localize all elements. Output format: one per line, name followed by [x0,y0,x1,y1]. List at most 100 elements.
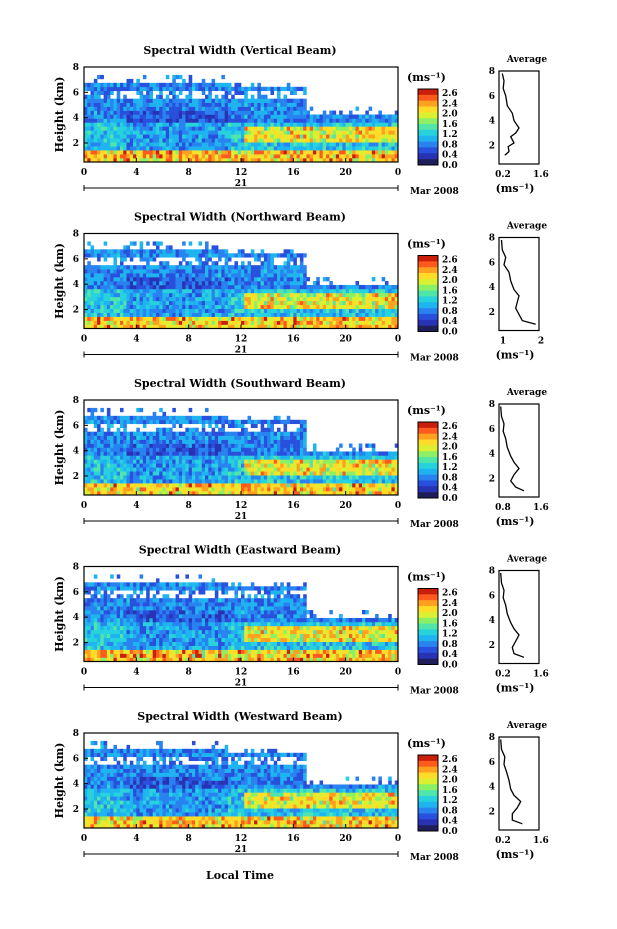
heatmap-cell [299,158,304,163]
heatmap-cell [293,284,297,290]
heatmap-cell [90,419,95,425]
heatmap-cell [191,415,196,421]
heatmap-cell [316,154,320,159]
heatmap-cell [267,138,271,143]
heatmap-cell [371,475,376,480]
heatmap-cell [159,154,163,159]
heatmap-cell [103,483,108,488]
heatmap-cell [280,138,284,143]
heatmap-cell [378,158,382,163]
heatmap-cell [214,146,219,151]
heatmap-cell [355,467,360,472]
heatmap-cell [214,154,219,159]
heatmap-cell [84,427,88,432]
heatmap-cell [165,427,170,432]
heatmap-cell [129,415,134,421]
heatmap-cell [326,308,330,313]
heatmap-cell [103,154,108,159]
heatmap-cell [391,288,396,294]
heatmap-cell [162,261,167,266]
heatmap-cell [312,154,317,159]
heatmap-cell [169,308,173,313]
heatmap-cell [178,126,183,131]
y-tick-label: 2 [73,139,79,149]
heatmap-cell [205,455,209,460]
heatmap-cell [227,277,232,282]
heatmap-cell [342,308,346,313]
heatmap-cell [260,292,265,298]
heatmap-cell [198,130,203,135]
heatmap-cell [182,114,186,119]
heatmap-cell [296,281,301,286]
heatmap-cell [244,134,248,139]
heatmap-cell [139,253,144,258]
heatmap-cell [185,138,189,143]
heatmap-cell [368,479,373,484]
heatmap-cell [106,467,111,472]
heatmap-cell [123,265,127,270]
heatmap-cell [244,304,248,310]
heatmap-cell [214,459,219,464]
heatmap-cell [136,431,140,436]
heatmap-cell [273,443,278,448]
heatmap-cell [175,419,180,425]
heatmap-cell [165,296,170,302]
heatmap-cell [110,106,114,111]
heatmap-cell [234,312,239,317]
heatmap-cell [133,459,137,464]
heatmap-cell [172,126,176,131]
heatmap-cell [110,479,114,484]
heatmap-cell [227,106,232,111]
heatmap-cell [103,463,108,468]
heatmap-cell [247,253,252,258]
heatmap-cell [355,312,360,317]
heatmap-cell [201,134,206,139]
heatmap-cell [296,122,301,127]
heatmap-cell [126,431,131,436]
heatmap-cell [133,98,137,103]
heatmap-cell [371,114,376,119]
heatmap-cell [198,269,203,274]
heatmap-cell [146,114,150,119]
heatmap-cell [142,158,147,163]
heatmap-cell [276,277,281,282]
heatmap-cell [139,245,144,250]
heatmap-cell [113,447,118,452]
heatmap-cell [260,94,265,99]
heatmap-cell [384,467,389,472]
heatmap-cell [309,134,314,139]
heatmap-cell [142,106,147,111]
heatmap-cell [293,114,297,119]
heatmap-cell [378,296,382,302]
heatmap-cell [273,308,278,313]
heatmap-cell [371,122,376,127]
date-month: Mar 2008 [410,354,459,364]
heatmap-cell [218,142,222,147]
heatmap-cell [93,154,98,159]
heatmap-cell [280,154,284,159]
heatmap-cell [106,407,111,413]
heatmap-cell [280,102,284,107]
heatmap-cell [260,158,265,163]
heatmap-cell [155,467,160,472]
heatmap-cell [201,110,206,115]
heatmap-cell [214,265,219,270]
heatmap-cell [257,122,261,127]
heatmap-cell [152,257,157,262]
heatmap-cell [234,483,239,488]
heatmap-cell [205,419,209,425]
heatmap-cell [126,419,131,425]
heatmap-cell [384,491,389,496]
heatmap-cell [273,324,278,329]
heatmap-cell [257,138,261,143]
heatmap-cell [234,439,239,444]
heatmap-cell [185,316,189,321]
heatmap-cell [276,292,281,298]
heatmap-cell [224,479,229,484]
heatmap-cell [345,483,350,488]
heatmap-cell [116,316,121,321]
heatmap-cell [394,146,399,151]
heatmap-cell [116,431,121,436]
heatmap-cell [270,158,275,163]
y-tick-label: 2 [73,472,79,482]
